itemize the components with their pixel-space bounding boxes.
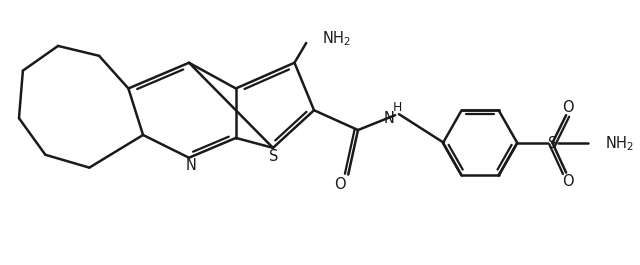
Text: S: S xyxy=(548,136,557,151)
Text: N: N xyxy=(186,158,196,173)
Text: NH$_2$: NH$_2$ xyxy=(322,30,351,48)
Text: NH$_2$: NH$_2$ xyxy=(605,135,634,153)
Text: H: H xyxy=(392,101,402,114)
Text: N: N xyxy=(384,111,395,126)
Text: O: O xyxy=(335,177,346,192)
Text: O: O xyxy=(563,174,574,189)
Text: O: O xyxy=(563,100,574,115)
Text: S: S xyxy=(269,149,278,164)
